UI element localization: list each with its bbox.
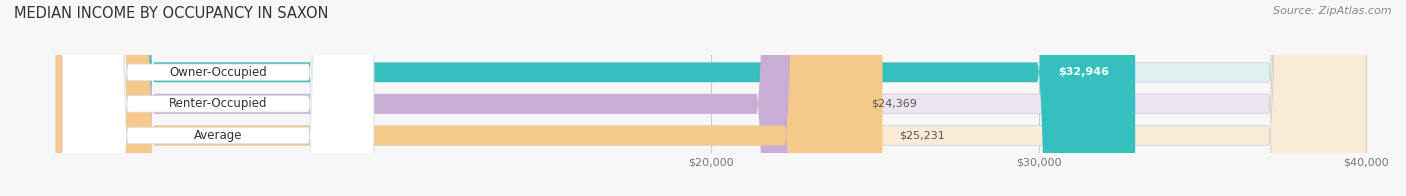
Text: Owner-Occupied: Owner-Occupied — [169, 66, 267, 79]
Text: $24,369: $24,369 — [870, 99, 917, 109]
Text: Renter-Occupied: Renter-Occupied — [169, 97, 267, 110]
FancyBboxPatch shape — [63, 0, 374, 196]
Text: $25,231: $25,231 — [898, 131, 945, 141]
Text: Average: Average — [194, 129, 242, 142]
FancyBboxPatch shape — [56, 0, 883, 196]
FancyBboxPatch shape — [56, 0, 1367, 196]
Text: Source: ZipAtlas.com: Source: ZipAtlas.com — [1274, 6, 1392, 16]
Text: MEDIAN INCOME BY OCCUPANCY IN SAXON: MEDIAN INCOME BY OCCUPANCY IN SAXON — [14, 6, 329, 21]
FancyBboxPatch shape — [56, 0, 1367, 196]
FancyBboxPatch shape — [56, 0, 1367, 196]
FancyBboxPatch shape — [56, 0, 1135, 196]
FancyBboxPatch shape — [56, 0, 855, 196]
FancyBboxPatch shape — [63, 0, 374, 196]
Text: $32,946: $32,946 — [1057, 67, 1109, 77]
FancyBboxPatch shape — [63, 0, 374, 196]
